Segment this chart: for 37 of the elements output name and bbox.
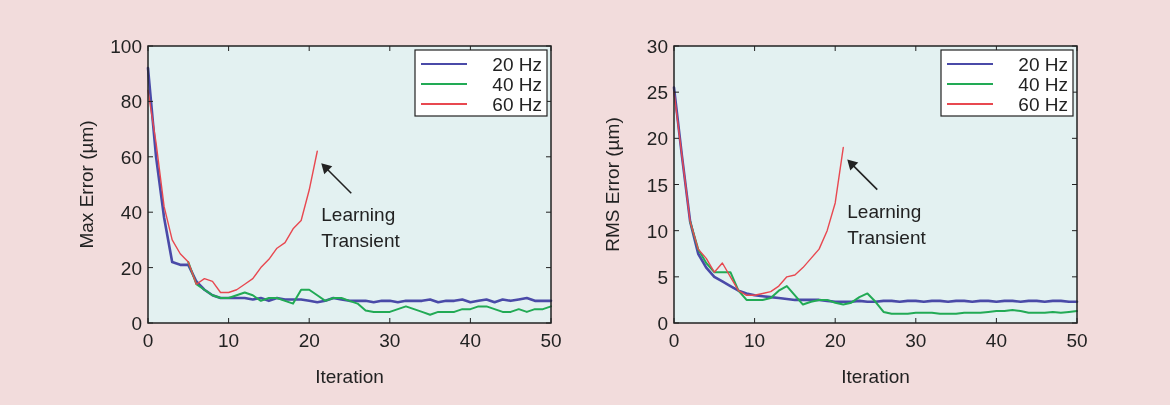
y-tick-label: 100: [110, 36, 142, 57]
x-tick-label: 20: [824, 330, 846, 351]
legend-label: 60 Hz: [492, 94, 542, 115]
x-axis-title: Iteration: [315, 366, 384, 387]
y-axis-title: RMS Error (µm): [602, 117, 623, 252]
y-tick-label: 0: [131, 313, 142, 334]
y-tick-label: 30: [646, 36, 668, 57]
x-tick-label: 30: [905, 330, 927, 351]
x-tick-label: 40: [985, 330, 1007, 351]
y-tick-label: 20: [646, 128, 668, 150]
line-series: [187, 261, 552, 316]
legend-label: 20 Hz: [1018, 54, 1068, 75]
y-axis-title: Max Error (µm): [76, 120, 97, 249]
x-tick-label: 10: [744, 330, 766, 351]
x-axis-title: Iteration: [841, 366, 910, 387]
y-tick-label: 20: [120, 257, 142, 279]
x-tick-label: 30: [379, 330, 401, 351]
legend-label: 40 Hz: [1018, 74, 1068, 95]
annotation: Learning Transient: [321, 204, 401, 252]
annotation: Learning Transient: [847, 200, 927, 248]
y-tick-label: 5: [657, 266, 668, 288]
y-tick-label: 25: [646, 82, 668, 104]
x-tick-label: 20: [298, 330, 320, 351]
y-tick-label: 60: [120, 146, 142, 168]
y-tick-label: 15: [646, 174, 668, 196]
x-tick-label: 50: [1066, 330, 1088, 351]
x-tick-label: 40: [459, 330, 481, 351]
y-tick-label: 40: [120, 202, 142, 224]
y-tick-label: 0: [657, 313, 668, 334]
x-tick-label: 50: [540, 330, 562, 351]
x-tick-label: 10: [218, 330, 240, 351]
legend-label: 60 Hz: [1018, 94, 1068, 115]
line-series: [689, 220, 1078, 315]
legend-label: 20 Hz: [492, 54, 542, 75]
legend-label: 40 Hz: [492, 74, 542, 95]
y-tick-label: 80: [120, 91, 142, 113]
y-tick-label: 10: [646, 220, 668, 242]
